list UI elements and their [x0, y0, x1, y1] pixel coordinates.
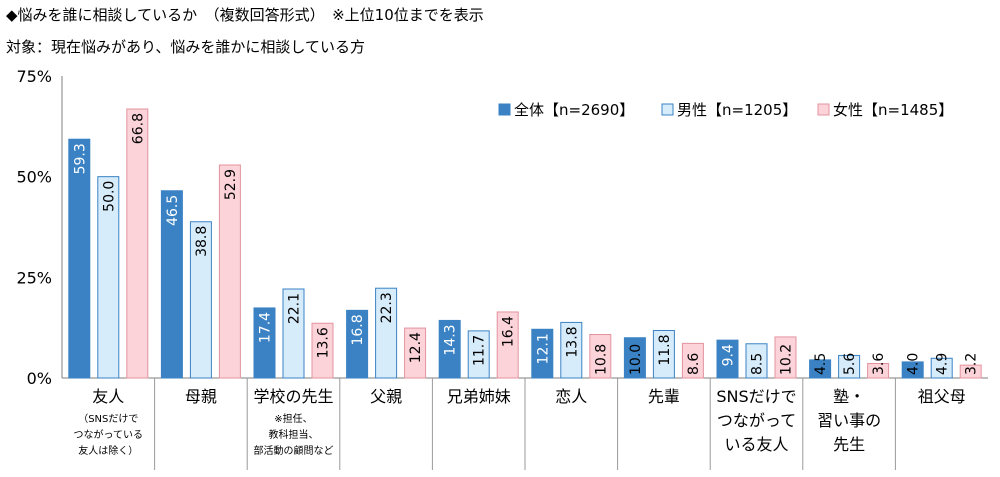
category-note: 教科担当、 [269, 428, 319, 441]
legend-swatch-all [498, 103, 511, 116]
category-label: 恋人 [555, 387, 587, 406]
bar-female [404, 327, 427, 379]
bar-male [375, 287, 398, 379]
bar-female [774, 336, 797, 379]
bar-value-label: 16.8 [350, 314, 366, 345]
category-label: 友人 [92, 387, 124, 406]
bar-all [346, 309, 369, 379]
bar-value-label: 10.2 [779, 344, 795, 375]
bar-all [901, 361, 924, 379]
bar-value-label: 8.5 [750, 353, 766, 375]
bar-value-label: 12.4 [408, 332, 424, 363]
bar-female [867, 363, 890, 379]
bar-all [253, 307, 276, 379]
category-label: いる友人 [724, 435, 788, 454]
bar-value-label: 13.8 [564, 326, 580, 357]
bar-value-label: 4.9 [935, 353, 951, 375]
bar-value-label: 10.0 [628, 344, 644, 375]
bar-all [809, 359, 832, 379]
bar-value-label: 52.9 [223, 169, 239, 200]
bar-male [745, 343, 768, 379]
bar-female [126, 108, 149, 379]
bar-female [311, 322, 334, 379]
bar-value-label: 12.1 [535, 333, 551, 364]
legend-swatch-female [817, 103, 830, 116]
bar-value-label: 22.3 [379, 292, 395, 323]
bar-male [282, 288, 305, 379]
category-label: 塾・ [833, 387, 865, 406]
bar-value-label: 14.3 [443, 324, 459, 355]
bar-female [496, 311, 519, 379]
bar-value-label: 22.1 [287, 293, 303, 324]
category-label: つながって [717, 411, 796, 430]
category-label: 母親 [185, 387, 217, 406]
bar-male [467, 330, 490, 379]
bar-female [681, 342, 704, 379]
bar-male [560, 321, 583, 379]
bar-value-label: 5.6 [842, 353, 858, 375]
bar-all [438, 319, 461, 379]
bar-all [160, 190, 183, 379]
bar-value-label: 10.8 [593, 344, 609, 375]
bar-value-label: 59.3 [72, 143, 88, 174]
category-note: 友人は除く） [78, 444, 138, 457]
bar-male [189, 221, 212, 379]
bar-value-label: 66.8 [130, 113, 146, 144]
bar-value-label: 9.4 [721, 344, 737, 366]
legend-swatch-male [661, 103, 674, 116]
bar-value-label: 11.7 [472, 335, 488, 366]
category-label: 祖父母 [918, 387, 966, 406]
bar-male [652, 329, 675, 379]
category-label: SNSだけで [716, 387, 796, 406]
y-tick-label: 0% [27, 369, 52, 388]
category-note: （SNSだけで [78, 413, 138, 425]
chart-title: ◆悩みを誰に相談しているか （複数回答形式） ※上位10位までを表示 [6, 6, 484, 24]
bar-value-label: 46.5 [165, 195, 181, 226]
category-label: 学校の先生 [253, 387, 333, 406]
category-label: 先輩 [648, 387, 680, 406]
bar-all [68, 138, 91, 379]
bar-value-label: 13.6 [316, 327, 332, 358]
category-label: 習い事の [817, 411, 881, 430]
legend-label: 全体【n=2690】 [514, 101, 634, 119]
bar-all [716, 339, 739, 379]
bar-value-label: 8.6 [686, 353, 702, 375]
bar-value-label: 4.5 [813, 353, 829, 375]
category-label: 父親 [370, 387, 402, 406]
bar-value-label: 50.0 [101, 181, 117, 212]
category-note: ※担任、 [274, 412, 312, 425]
category-note: つながっている [74, 428, 144, 441]
bar-male [930, 357, 953, 379]
bar-all [623, 337, 646, 379]
y-tick-label: 25% [16, 268, 52, 287]
category-label: 兄弟姉妹 [447, 387, 511, 406]
y-tick-label: 50% [16, 168, 52, 187]
bar-value-label: 3.2 [964, 353, 980, 375]
y-tick-label: 75% [16, 67, 52, 86]
chart-subtitle: 対象：現在悩みがあり、悩みを誰かに相談している方 [6, 38, 365, 56]
legend-label: 女性【n=1485】 [833, 101, 953, 119]
bar-value-label: 38.8 [194, 226, 210, 257]
bar-female [218, 164, 241, 379]
bar-value-label: 3.6 [871, 353, 887, 375]
bar-female [589, 334, 612, 379]
bar-female [959, 364, 982, 379]
bar-value-label: 17.4 [258, 312, 274, 343]
bar-value-label: 16.4 [501, 316, 517, 347]
bar-male [838, 354, 861, 379]
category-note: 部活動の顧問など [254, 444, 334, 457]
category-label: 先生 [833, 435, 865, 454]
bar-male [97, 176, 120, 379]
bar-value-label: 11.8 [657, 334, 673, 365]
legend-label: 男性【n=1205】 [677, 101, 797, 119]
bar-all [531, 328, 554, 379]
bar-value-label: 4.0 [906, 353, 922, 375]
